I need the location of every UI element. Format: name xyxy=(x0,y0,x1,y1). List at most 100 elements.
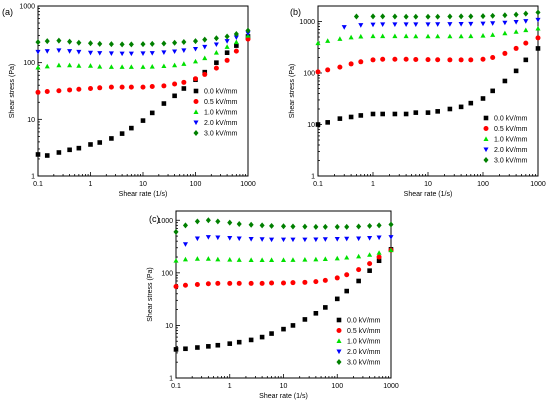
x-tick-label: 1000 xyxy=(383,383,399,390)
data-point xyxy=(44,38,50,45)
data-point xyxy=(236,339,242,345)
data-point xyxy=(356,223,362,230)
data-point xyxy=(367,252,373,257)
data-point xyxy=(348,114,354,120)
x-tick-label: 100 xyxy=(190,181,202,188)
x-axis-label: Shear rate (1/s) xyxy=(404,191,453,198)
data-point xyxy=(202,44,208,50)
data-point xyxy=(447,13,453,20)
legend-marker xyxy=(336,349,342,355)
data-point xyxy=(523,40,529,46)
data-point xyxy=(344,236,350,242)
data-point xyxy=(234,43,239,48)
data-point xyxy=(194,218,200,225)
data-point xyxy=(140,51,146,56)
x-tick-label: 0.1 xyxy=(33,181,43,188)
data-point xyxy=(161,83,167,89)
data-point xyxy=(172,81,178,87)
data-point xyxy=(468,21,474,27)
data-point xyxy=(202,36,208,43)
data-point xyxy=(447,33,453,39)
data-point xyxy=(56,48,62,53)
data-point xyxy=(213,35,219,42)
data-point xyxy=(344,254,350,260)
legend-marker xyxy=(483,115,489,121)
data-point xyxy=(172,62,178,68)
data-point xyxy=(215,256,221,262)
data-point xyxy=(413,110,419,115)
data-point xyxy=(403,111,409,117)
data-point xyxy=(87,63,94,68)
data-point xyxy=(322,256,328,261)
data-point xyxy=(370,33,376,39)
data-point xyxy=(323,305,328,310)
data-point xyxy=(76,39,82,46)
data-point xyxy=(358,33,364,39)
data-point xyxy=(367,268,372,273)
data-point xyxy=(403,33,409,39)
data-point xyxy=(181,61,187,66)
data-point xyxy=(490,88,495,94)
data-point xyxy=(119,84,125,90)
data-point xyxy=(322,277,328,283)
data-point xyxy=(370,13,376,20)
x-tick-label: 0.1 xyxy=(171,383,181,390)
data-point xyxy=(213,65,219,71)
data-point xyxy=(302,317,308,322)
data-point xyxy=(161,50,167,56)
y-tick-label: 10 xyxy=(27,117,35,124)
legend-label: 2.0 kV/mm xyxy=(204,120,238,127)
x-tick-label: 10 xyxy=(139,181,147,188)
data-point xyxy=(129,125,134,131)
data-point xyxy=(44,63,50,69)
data-point xyxy=(224,57,230,63)
data-point xyxy=(224,39,230,44)
data-point xyxy=(181,48,187,53)
legend: 0.0 kV/mm 0.5 kV/mm 1.0 kV/mm 2.0 kV/mm 3.0 … xyxy=(483,115,528,165)
data-point xyxy=(348,61,354,67)
series-3-0-kv-mm xyxy=(35,27,251,48)
data-point xyxy=(161,101,167,106)
data-point xyxy=(269,237,275,243)
data-point xyxy=(480,13,486,20)
data-point xyxy=(468,13,474,20)
data-point xyxy=(224,50,230,55)
data-point xyxy=(119,41,125,48)
data-point xyxy=(97,64,103,69)
data-point xyxy=(195,345,200,350)
data-point xyxy=(413,33,419,39)
data-point xyxy=(67,49,73,54)
data-point xyxy=(236,280,242,286)
data-point xyxy=(269,331,274,336)
data-point xyxy=(337,36,343,41)
data-point xyxy=(322,223,328,230)
data-point xyxy=(376,250,382,255)
legend-label: 0.0 kV/mm xyxy=(204,89,238,96)
data-point xyxy=(35,39,41,46)
legend-label: 0.5 kV/mm xyxy=(204,99,238,106)
data-point xyxy=(392,111,398,117)
data-point xyxy=(535,9,541,16)
data-point xyxy=(213,42,219,48)
data-point xyxy=(334,296,340,302)
data-point xyxy=(108,64,114,69)
data-point xyxy=(227,280,233,286)
data-point xyxy=(290,257,296,262)
legend-label: 0.5 kV/mm xyxy=(494,126,528,133)
data-point xyxy=(490,32,496,37)
data-point xyxy=(281,326,286,332)
data-point xyxy=(513,11,519,18)
data-point xyxy=(182,242,188,247)
y-tick-label: 1 xyxy=(31,174,35,181)
series-2-0-kv-mm xyxy=(341,17,541,30)
data-point xyxy=(192,46,199,52)
data-point xyxy=(367,236,373,241)
data-point xyxy=(56,37,62,44)
data-point xyxy=(356,278,361,284)
data-point xyxy=(334,237,340,242)
data-point xyxy=(182,282,188,288)
legend-label: 0.0 kV/mm xyxy=(494,116,528,123)
data-point xyxy=(181,79,187,85)
data-point xyxy=(173,228,179,235)
